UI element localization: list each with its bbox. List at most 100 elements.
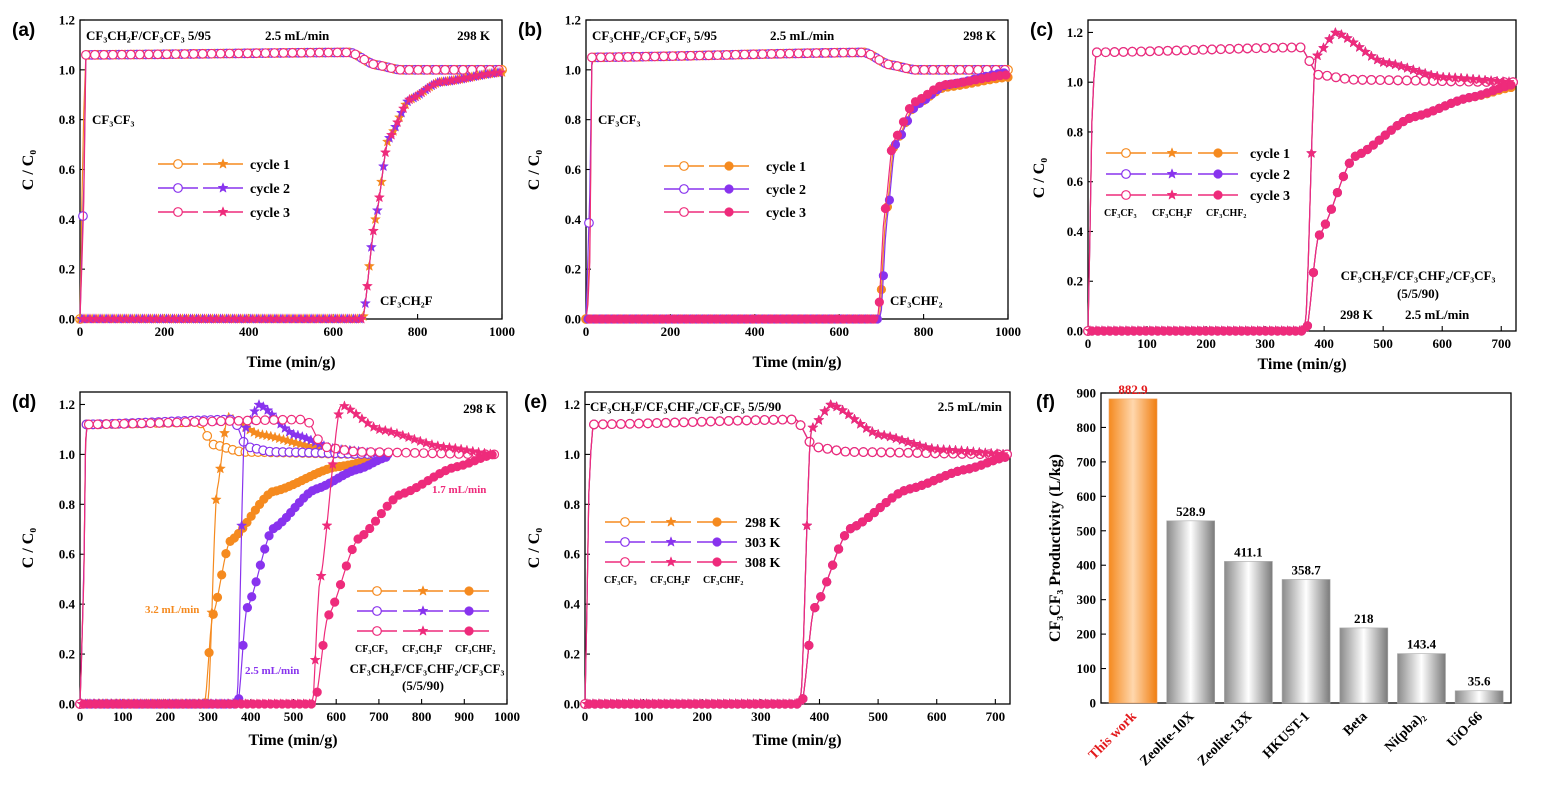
legend-marker xyxy=(712,537,722,547)
y-tick-label: 1.0 xyxy=(59,447,75,462)
series-line xyxy=(586,76,1009,320)
data-point xyxy=(1419,67,1431,79)
data-point xyxy=(1410,75,1421,86)
panel-b-y-label: C / C₀ xyxy=(526,150,543,191)
panel-d-letter: (d) xyxy=(12,392,36,413)
data-point xyxy=(221,549,231,559)
y-tick-label: 0.0 xyxy=(564,697,580,712)
data-point xyxy=(143,49,154,60)
legend-marker xyxy=(464,586,474,596)
data-point xyxy=(1377,56,1389,68)
data-point xyxy=(418,448,429,459)
data-point xyxy=(642,418,653,429)
data-point xyxy=(786,414,797,425)
x-tick-label: 200 xyxy=(692,709,712,724)
data-point xyxy=(949,444,962,456)
data-point xyxy=(833,544,844,554)
data-point xyxy=(404,64,415,75)
data-point xyxy=(757,49,768,60)
data-point xyxy=(964,64,974,75)
data-point xyxy=(379,424,391,436)
y-tick-label: 200 xyxy=(1077,627,1097,642)
legend-label: cycle 3 xyxy=(766,206,806,221)
panel-d-ratio-label: (5/5/90) xyxy=(402,678,444,693)
panel-e-x-ticks: 0 100 200 300 400 500 600 700 xyxy=(582,699,1005,724)
data-point xyxy=(368,59,379,70)
data-point xyxy=(1393,75,1403,86)
data-point xyxy=(376,508,386,519)
data-point xyxy=(422,64,433,75)
data-point xyxy=(876,447,887,458)
data-point xyxy=(1198,44,1209,55)
data-point xyxy=(604,52,615,63)
data-point xyxy=(335,580,346,590)
data-point xyxy=(829,47,840,58)
data-point xyxy=(323,47,334,58)
data-point xyxy=(928,64,939,75)
data-point xyxy=(327,458,339,470)
data-point xyxy=(766,49,777,59)
data-point xyxy=(1127,46,1138,57)
data-point xyxy=(238,640,248,650)
data-point xyxy=(136,418,147,429)
data-point xyxy=(1180,45,1191,56)
y-tick-label: 1.2 xyxy=(564,397,580,412)
data-point xyxy=(1479,74,1491,86)
data-point xyxy=(596,52,606,63)
y-tick-label: 0.4 xyxy=(59,597,76,612)
data-point xyxy=(613,52,624,62)
panel-d-legend: CF₃CF₃ CF₃CH₂F CF₃CHF₂ xyxy=(355,585,495,655)
data-point xyxy=(414,435,426,447)
x-tick-label: 400 xyxy=(241,709,261,724)
panel-e-mixture-label: CF₃CH₂F/CF₃CHF₂/CF₃CF₃ 5/5/90 xyxy=(590,399,781,414)
legend-label: cycle 1 xyxy=(250,158,290,173)
y-tick-label: 300 xyxy=(1077,592,1097,607)
data-point xyxy=(368,421,380,432)
bar xyxy=(1166,520,1216,704)
legend-marker xyxy=(1121,148,1131,158)
series-line xyxy=(585,456,1008,705)
panel-c-flow-label: 2.5 mL/min xyxy=(1405,307,1470,322)
bar-value-label: 411.1 xyxy=(1234,544,1263,559)
data-point xyxy=(625,418,635,429)
data-point xyxy=(854,418,867,429)
data-point xyxy=(866,425,878,437)
bar-value-label: 882.9 xyxy=(1118,382,1148,397)
data-point xyxy=(732,415,743,426)
category-label: Ni(pba)₂ xyxy=(1382,709,1428,755)
data-point xyxy=(269,48,280,58)
data-point xyxy=(886,146,897,156)
panel-d-x-label: Time (min/g) xyxy=(248,732,337,749)
data-point xyxy=(1109,47,1120,57)
data-point xyxy=(811,48,822,58)
data-point xyxy=(125,49,136,60)
data-point xyxy=(1171,45,1182,56)
legend-label: cycle 3 xyxy=(1250,189,1290,204)
data-point xyxy=(1344,158,1354,168)
data-point xyxy=(413,64,424,75)
data-point xyxy=(397,429,409,441)
series-line xyxy=(584,418,1008,705)
panel-b-cf3chf2-label: CF₃CHF₂ xyxy=(890,293,943,308)
data-point xyxy=(955,445,968,456)
x-tick-label: 400 xyxy=(239,324,259,339)
data-point xyxy=(1449,71,1461,83)
data-point xyxy=(920,441,932,453)
data-point xyxy=(867,447,878,458)
data-point xyxy=(350,408,362,419)
data-point xyxy=(361,280,373,291)
data-point xyxy=(1366,74,1377,85)
data-point xyxy=(1413,65,1425,77)
data-point xyxy=(1304,56,1315,66)
data-point xyxy=(216,416,226,427)
category-label: Zeolite-13X xyxy=(1195,709,1255,769)
data-point xyxy=(278,48,289,58)
panel-b-mixture-label: CF₃CHF₂/CF₃CF₃ 5/95 xyxy=(592,28,717,43)
data-point xyxy=(1443,71,1455,83)
data-point xyxy=(420,437,432,448)
panel-f-plot: 882.9 528.9 411.1 358.7 218 143.4 35.6 xyxy=(1108,382,1504,704)
data-point xyxy=(374,447,385,458)
data-point xyxy=(286,414,297,425)
data-point xyxy=(894,447,905,458)
